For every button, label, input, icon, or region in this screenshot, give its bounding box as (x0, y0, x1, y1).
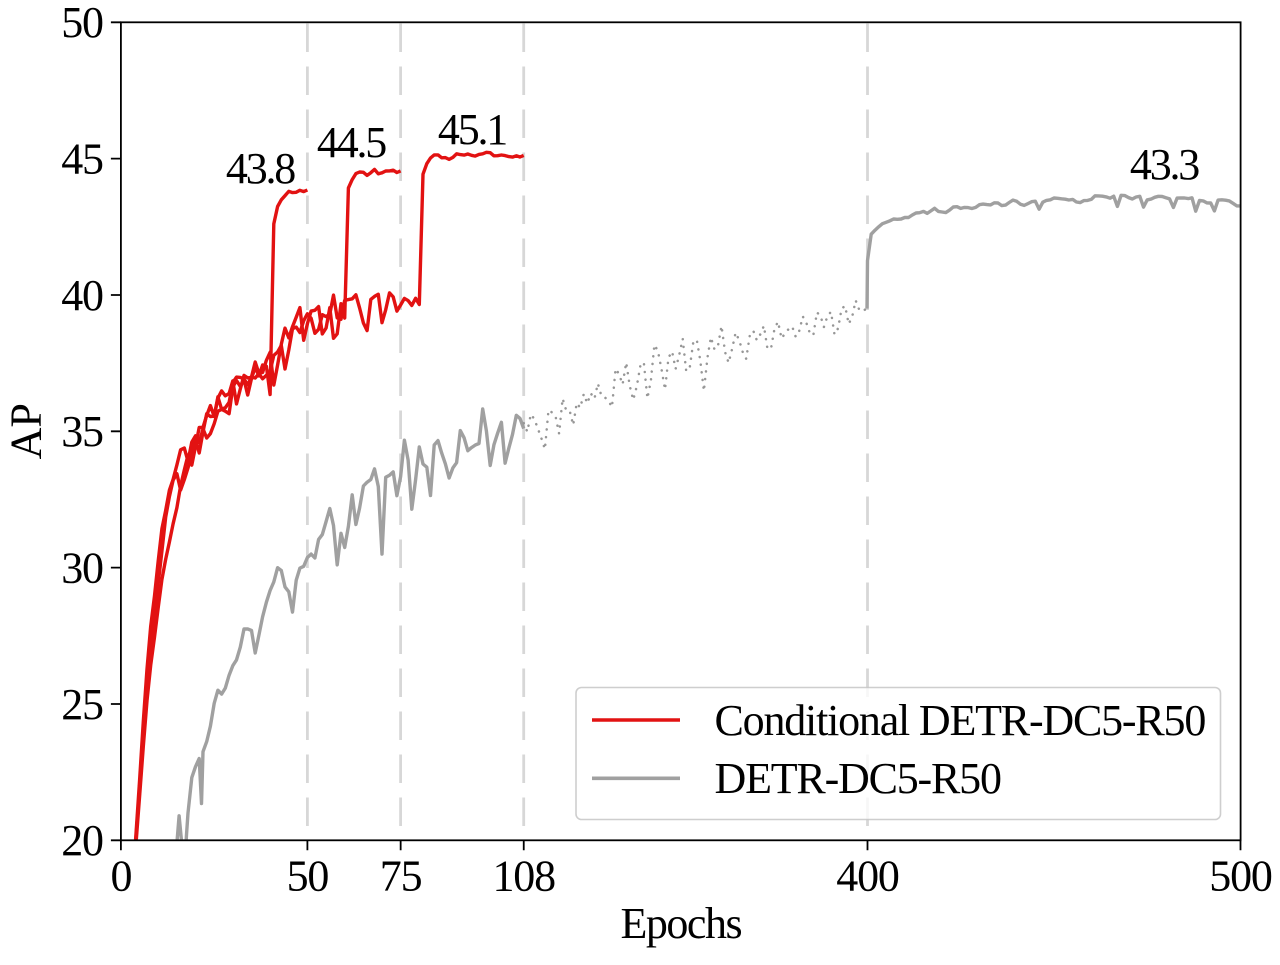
svg-text:43.8: 43.8 (226, 144, 295, 193)
svg-text:0: 0 (110, 852, 131, 901)
svg-text:Conditional DETR-DC5-R50: Conditional DETR-DC5-R50 (715, 696, 1206, 745)
svg-text:40: 40 (61, 271, 103, 320)
svg-text:35: 35 (61, 407, 103, 456)
svg-text:AP: AP (2, 403, 51, 459)
svg-text:43.3: 43.3 (1130, 140, 1199, 189)
svg-text:400: 400 (836, 852, 899, 901)
svg-text:50: 50 (61, 0, 103, 47)
svg-text:Epochs: Epochs (621, 899, 742, 948)
svg-text:DETR-DC5-R50: DETR-DC5-R50 (715, 754, 1001, 803)
svg-text:30: 30 (61, 543, 103, 592)
svg-text:44.5: 44.5 (317, 118, 386, 167)
svg-text:50: 50 (287, 852, 329, 901)
svg-text:108: 108 (492, 852, 555, 901)
svg-text:45.1: 45.1 (438, 105, 506, 154)
svg-text:20: 20 (61, 816, 103, 865)
svg-text:25: 25 (61, 680, 103, 729)
svg-text:500: 500 (1209, 852, 1272, 901)
svg-text:75: 75 (380, 852, 422, 901)
svg-text:45: 45 (61, 134, 103, 183)
